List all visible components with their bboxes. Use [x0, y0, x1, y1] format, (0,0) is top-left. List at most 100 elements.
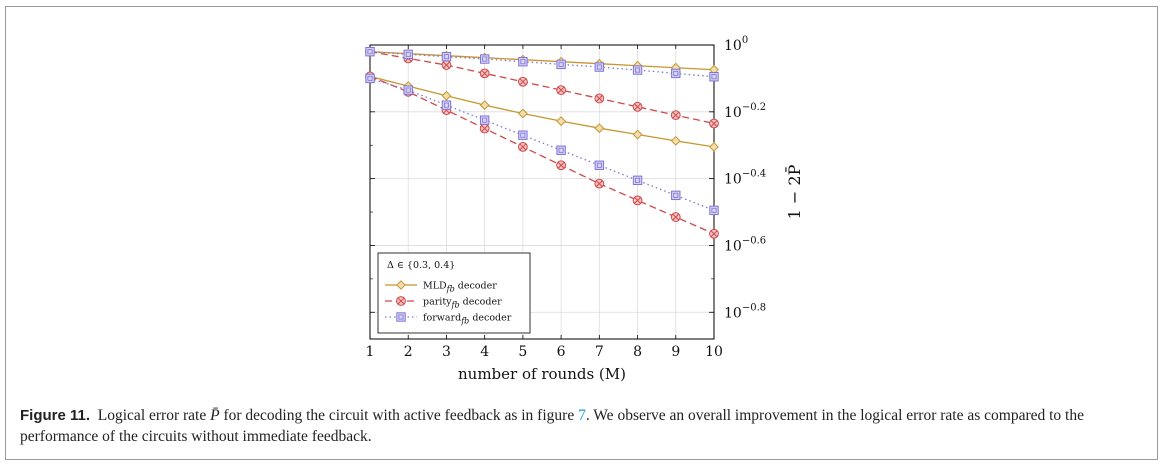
data-point-square-inner: [443, 54, 449, 60]
data-point-diamond: [441, 90, 452, 101]
x-tick-label: 10: [705, 344, 723, 360]
plot-area-border: [369, 44, 715, 340]
data-point-square: [709, 72, 719, 82]
legend: Δ ∈ {0.3, 0.4} MLDfb decoder parityfb deco…: [377, 252, 531, 334]
x-tick-label: 1: [366, 344, 375, 360]
legend-title: Δ ∈ {0.3, 0.4}: [387, 260, 455, 271]
data-point-square: [403, 49, 413, 60]
data-point-square-inner: [596, 162, 602, 168]
y-tick-label: 10−0.6: [724, 235, 766, 254]
data-point-square-inner: [635, 67, 641, 73]
data-point-cross: [672, 111, 680, 119]
y-tick-label: 10−0.4: [724, 169, 766, 188]
data-point-square-inner: [520, 59, 526, 65]
data-point-cross: [634, 196, 641, 204]
data-point-square-inner: [443, 102, 449, 108]
data-point-cross: [595, 180, 603, 188]
series-line: [369, 77, 715, 211]
data-point-square-inner: [635, 177, 641, 183]
data-point-square: [709, 205, 719, 216]
data-point-square-inner: [482, 117, 488, 123]
data-point-square-inner: [558, 147, 564, 153]
data-point-diamond: [556, 116, 567, 127]
series-line: [369, 51, 715, 125]
data-point-square: [403, 85, 413, 95]
data-point-cross: [557, 86, 565, 94]
legend-entry-label: forwardfb decoder: [423, 313, 512, 326]
y-tick-label: 100: [724, 35, 748, 54]
figure-caption: Figure 11. Logical error rate P̄ for dec…: [20, 405, 1145, 447]
data-point-square: [671, 190, 681, 201]
caption-text-middle: for decoding the circuit with active fee…: [219, 407, 579, 424]
x-axis-label: number of rounds (M): [458, 365, 626, 383]
data-point-square: [556, 145, 566, 155]
data-point-square: [396, 312, 406, 322]
data-point-square: [518, 130, 528, 140]
data-point-cross: [443, 61, 450, 69]
data-point-cross: [481, 69, 489, 77]
data-point-square: [556, 59, 566, 70]
series-mld-0.4: [365, 71, 719, 152]
data-point-square: [441, 51, 452, 62]
data-point-cross: [519, 78, 527, 86]
data-point-square-inner: [367, 75, 373, 81]
series-line: [369, 75, 715, 235]
data-point-cross: [710, 120, 718, 127]
data-point-cross: [397, 297, 405, 305]
data-point-square-inner: [673, 70, 679, 76]
data-point-square: [594, 160, 605, 170]
data-point-square-inner: [711, 207, 717, 213]
figure-frame: [5, 6, 1158, 460]
data-point-cross: [672, 213, 680, 221]
x-tick-label: 2: [404, 344, 413, 360]
data-point-cross: [481, 125, 489, 132]
data-point-diamond: [396, 280, 406, 290]
data-point-cross: [634, 103, 641, 111]
data-point-square: [518, 57, 528, 67]
series-line: [369, 51, 715, 71]
x-tick-label: 5: [518, 344, 527, 360]
figure-reference-link[interactable]: 7: [578, 407, 586, 424]
data-point-square-inner: [405, 87, 411, 93]
data-point-cross: [595, 95, 603, 102]
x-tick-label: 4: [480, 344, 489, 360]
series-forward-0.3: [365, 46, 719, 82]
data-point-square: [365, 73, 375, 84]
data-point-square-inner: [558, 61, 564, 67]
data-point-diamond: [632, 129, 643, 140]
data-point-square: [365, 46, 375, 57]
data-point-diamond: [594, 123, 605, 134]
legend-entry-label: parityfb decoder: [423, 297, 502, 310]
data-point-cross: [710, 230, 718, 238]
series-line: [369, 75, 715, 148]
data-point-square: [479, 115, 490, 125]
y-tick-label: 10−0.8: [724, 302, 766, 321]
data-point-cross: [519, 143, 527, 151]
data-point-diamond: [517, 108, 528, 119]
data-point-square: [594, 62, 605, 72]
series-forward-0.4: [365, 73, 719, 216]
data-point-diamond: [709, 141, 719, 152]
caption-text-before: Logical error rate: [97, 407, 211, 424]
caption-label: Figure 11.: [20, 407, 91, 424]
data-point-square: [441, 100, 452, 110]
data-point-square-inner: [405, 51, 411, 57]
data-point-square: [671, 68, 681, 79]
data-point-square-inner: [398, 314, 404, 320]
x-tick-label: 3: [442, 344, 451, 360]
data-point-square: [632, 175, 643, 186]
series-line: [369, 51, 715, 78]
data-point-diamond: [479, 100, 490, 111]
data-point-square-inner: [482, 56, 488, 62]
data-point-square: [479, 54, 490, 64]
data-point-square-inner: [673, 192, 679, 198]
data-point-square-inner: [520, 132, 526, 138]
caption-symbol: P̄: [210, 407, 220, 424]
legend-entry-label: MLDfb decoder: [423, 281, 497, 294]
series-parity-0.3: [365, 46, 719, 129]
x-tick-label: 9: [671, 344, 680, 360]
data-point-square-inner: [711, 74, 717, 80]
data-point-diamond: [670, 135, 681, 146]
data-point-cross: [557, 161, 565, 169]
x-tick-label: 8: [633, 344, 642, 360]
